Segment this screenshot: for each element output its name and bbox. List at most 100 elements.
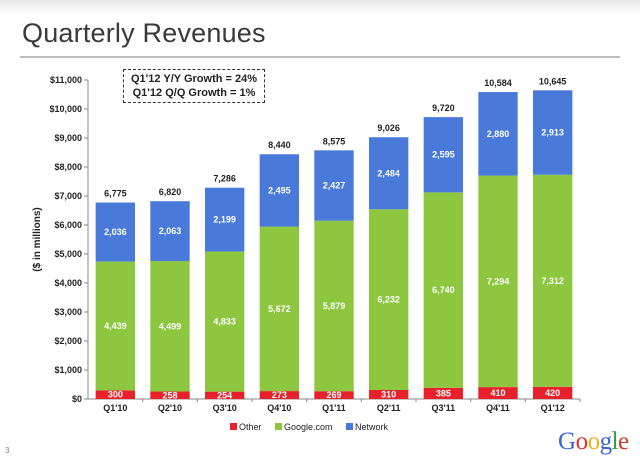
logo-letter: l xyxy=(611,428,619,455)
bar-segment-network xyxy=(259,154,300,227)
y-tick-label: $2,000 xyxy=(54,336,82,346)
bar-segment-other xyxy=(259,391,300,399)
bar-segment-google-com xyxy=(314,220,354,392)
bar-segment-label: 269 xyxy=(326,390,341,400)
bar-segment-label: 2,199 xyxy=(213,215,236,225)
bar-segment-network xyxy=(478,92,518,176)
x-tick-label: Q2'11 xyxy=(377,403,401,413)
bar-segment-label: 4,833 xyxy=(213,317,236,327)
y-tick-label: $7,000 xyxy=(54,191,82,201)
bar-segment-label: 2,484 xyxy=(377,168,400,178)
bar-segment-label: 6,740 xyxy=(432,285,455,295)
y-tick-label: $5,000 xyxy=(54,249,82,259)
page-number: 3 xyxy=(5,446,10,455)
bar-segment-google-com xyxy=(95,261,136,391)
bar-segment-label: 258 xyxy=(162,390,177,400)
bar-total-label: 10,645 xyxy=(539,76,567,86)
bar-segment-google-com xyxy=(204,251,245,392)
page-title: Quarterly Revenues xyxy=(22,18,266,48)
bar-segment-label: 385 xyxy=(436,388,451,398)
bar-segment-label: 2,495 xyxy=(268,185,291,195)
bar-segment-network xyxy=(532,90,573,175)
bar-segment-label: 7,294 xyxy=(487,276,510,286)
bar-segment-label: 5,879 xyxy=(323,301,346,311)
bar-segment-label: 7,312 xyxy=(541,276,564,286)
legend-swatch xyxy=(275,423,282,430)
bar-segment-google-com xyxy=(368,209,409,391)
logo-letter: g xyxy=(599,428,613,455)
bar-total-label: 9,720 xyxy=(432,103,455,113)
slide-top-band xyxy=(0,0,640,14)
y-tick-label: $1,000 xyxy=(54,365,82,375)
bar-segment-other xyxy=(95,390,136,399)
logo-letter: o xyxy=(587,428,601,455)
growth-callout-box: Q1'12 Y/Y Growth = 24% Q1'12 Q/Q Growth … xyxy=(123,69,265,103)
bar-segment-label: 5,672 xyxy=(268,304,291,314)
bar-segment-label: 254 xyxy=(217,390,232,400)
x-tick-label: Q2'10 xyxy=(158,403,182,413)
bar-total-label: 6,820 xyxy=(159,187,182,197)
bar-segment-google-com xyxy=(478,175,518,388)
logo-letter: e xyxy=(618,428,629,455)
bar-segment-other xyxy=(314,391,354,399)
bar-segment-other xyxy=(204,391,245,399)
y-axis-label: ($ in millions) xyxy=(32,207,43,271)
bar-segment-label: 420 xyxy=(545,388,560,398)
bar-segment-google-com xyxy=(259,226,300,392)
bar-segment-other xyxy=(368,390,409,399)
legend-label: Google.com xyxy=(284,422,333,432)
yoy-growth-text: Q1'12 Y/Y Growth = 24% xyxy=(130,73,258,85)
y-tick-label: $11,000 xyxy=(50,75,82,85)
x-tick-label: Q4'11 xyxy=(486,403,510,413)
title-underline xyxy=(20,56,620,58)
bar-segment-network xyxy=(368,137,409,210)
bar-segment-label: 2,880 xyxy=(487,129,510,139)
legend-swatch xyxy=(230,423,237,430)
bar-total-label: 8,440 xyxy=(268,140,291,150)
x-tick-label: Q3'10 xyxy=(213,403,237,413)
logo-letter: o xyxy=(575,428,589,455)
legend-label: Other xyxy=(239,422,262,432)
bar-segment-label: 2,036 xyxy=(104,227,127,237)
y-tick-label: $4,000 xyxy=(54,278,82,288)
bar-total-label: 10,584 xyxy=(484,78,512,88)
bar-segment-other xyxy=(150,391,190,399)
y-tick-label: $3,000 xyxy=(54,307,82,317)
bar-total-label: 7,286 xyxy=(213,174,236,184)
x-tick-label: Q1'12 xyxy=(541,403,565,413)
google-logo: Google xyxy=(558,428,629,456)
legend-swatch xyxy=(346,423,353,430)
bar-segment-label: 300 xyxy=(108,390,123,400)
y-tick-label: $9,000 xyxy=(54,133,82,143)
legend-label: Network xyxy=(355,422,389,432)
bar-segment-label: 2,063 xyxy=(159,226,182,236)
bar-segment-other xyxy=(423,387,464,399)
bar-segment-google-com xyxy=(423,192,464,388)
bar-segment-network xyxy=(150,201,190,262)
bar-segment-label: 6,232 xyxy=(377,295,400,305)
bar-segment-network xyxy=(314,150,354,221)
bar-segment-other xyxy=(532,386,573,399)
bar-segment-other xyxy=(478,387,518,399)
x-tick-label: Q1'10 xyxy=(103,403,127,413)
bar-total-label: 9,026 xyxy=(377,123,400,133)
y-tick-label: $6,000 xyxy=(54,220,82,230)
bar-segment-label: 4,499 xyxy=(159,321,182,331)
bar-segment-label: 273 xyxy=(272,390,287,400)
bar-segment-network xyxy=(95,202,136,262)
x-tick-label: Q3'11 xyxy=(431,403,455,413)
bar-total-label: 6,775 xyxy=(104,189,127,199)
x-tick-label: Q1'11 xyxy=(322,403,346,413)
bar-segment-label: 2,595 xyxy=(432,150,455,160)
bar-segment-google-com xyxy=(532,174,573,387)
bar-segment-google-com xyxy=(150,261,190,392)
bar-segment-label: 2,913 xyxy=(541,128,564,138)
y-tick-label: $10,000 xyxy=(49,104,82,114)
y-tick-label: $8,000 xyxy=(54,162,82,172)
x-tick-label: Q4'10 xyxy=(267,403,291,413)
bar-segment-label: 410 xyxy=(490,388,505,398)
stacked-bar-chart: $0 $1,000 $2,000 $3,000 $4,000 $5,000 $6,000 $7… xyxy=(32,75,581,432)
y-tick-label: $0 xyxy=(72,394,82,404)
bar-segment-network xyxy=(204,187,245,252)
bar-segment-label: 4,439 xyxy=(104,321,127,331)
